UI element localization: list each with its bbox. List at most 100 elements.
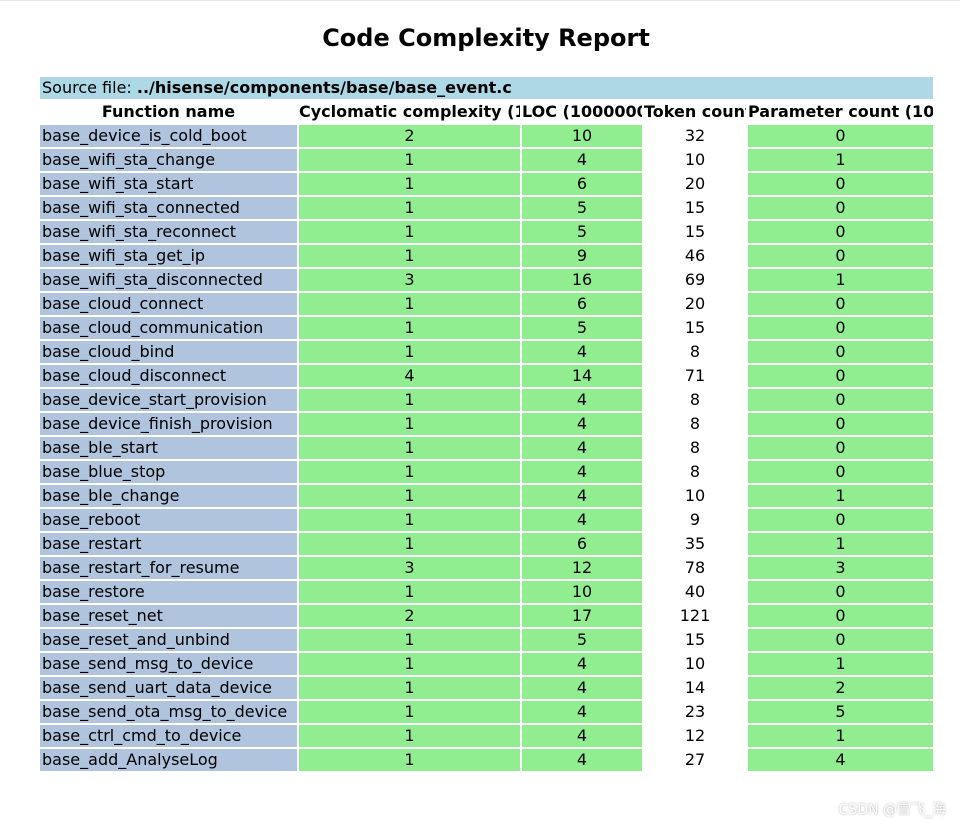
table-row: base_restart_for_resume 3 12 78 3: [40, 557, 934, 579]
cyclomatic-complexity-cell: 2: [299, 125, 520, 147]
loc-cell: 17: [522, 605, 642, 627]
function-name-cell: base_wifi_sta_disconnected: [40, 269, 297, 291]
loc-cell: 4: [522, 701, 642, 723]
cyclomatic-complexity-cell: 1: [299, 701, 520, 723]
cyclomatic-complexity-cell: 1: [299, 149, 520, 171]
function-name-cell: base_ctrl_cmd_to_device: [40, 725, 297, 747]
cyclomatic-complexity-cell: 1: [299, 317, 520, 339]
column-header-function-name: Function name: [40, 101, 297, 123]
cyclomatic-complexity-cell: 1: [299, 677, 520, 699]
table-row: base_device_is_cold_boot 2 10 32 0: [40, 125, 934, 147]
loc-cell: 5: [522, 221, 642, 243]
loc-cell: 6: [522, 173, 642, 195]
function-name-cell: base_cloud_communication: [40, 317, 297, 339]
parameter-count-cell: 0: [748, 389, 934, 411]
table-row: base_send_ota_msg_to_device 1 4 23 5: [40, 701, 934, 723]
cyclomatic-complexity-cell: 1: [299, 629, 520, 651]
cyclomatic-complexity-cell: 1: [299, 437, 520, 459]
function-name-cell: base_reboot: [40, 509, 297, 531]
cyclomatic-complexity-cell: 1: [299, 389, 520, 411]
parameter-count-cell: 0: [748, 245, 934, 267]
token-count-cell: 12: [644, 725, 746, 747]
loc-cell: 5: [522, 197, 642, 219]
loc-cell: 4: [522, 341, 642, 363]
table-row: base_wifi_sta_connected 1 5 15 0: [40, 197, 934, 219]
function-name-cell: base_device_start_provision: [40, 389, 297, 411]
function-name-cell: base_reset_net: [40, 605, 297, 627]
cyclomatic-complexity-cell: 1: [299, 581, 520, 603]
table-row: base_ble_start 1 4 8 0: [40, 437, 934, 459]
token-count-cell: 15: [644, 221, 746, 243]
function-name-cell: base_send_ota_msg_to_device: [40, 701, 297, 723]
report-title: Code Complexity Report: [322, 24, 650, 52]
function-name-cell: base_wifi_sta_change: [40, 149, 297, 171]
loc-cell: 4: [522, 437, 642, 459]
token-count-cell: 69: [644, 269, 746, 291]
loc-cell: 14: [522, 365, 642, 387]
loc-cell: 9: [522, 245, 642, 267]
token-count-cell: 10: [644, 149, 746, 171]
loc-cell: 16: [522, 269, 642, 291]
table-row: base_add_AnalyseLog 1 4 27 4: [40, 749, 934, 771]
loc-cell: 6: [522, 293, 642, 315]
parameter-count-cell: 0: [748, 293, 934, 315]
parameter-count-cell: 1: [748, 485, 934, 507]
function-name-cell: base_send_msg_to_device: [40, 653, 297, 675]
token-count-cell: 9: [644, 509, 746, 531]
parameter-count-cell: 3: [748, 557, 934, 579]
cyclomatic-complexity-cell: 1: [299, 461, 520, 483]
table-row: base_reboot 1 4 9 0: [40, 509, 934, 531]
token-count-cell: 32: [644, 125, 746, 147]
parameter-count-cell: 0: [748, 413, 934, 435]
parameter-count-cell: 1: [748, 149, 934, 171]
cyclomatic-complexity-cell: 1: [299, 485, 520, 507]
cyclomatic-complexity-cell: 1: [299, 533, 520, 555]
function-name-cell: base_cloud_connect: [40, 293, 297, 315]
table-row: base_blue_stop 1 4 8 0: [40, 461, 934, 483]
loc-cell: 6: [522, 533, 642, 555]
parameter-count-cell: 1: [748, 653, 934, 675]
loc-cell: 12: [522, 557, 642, 579]
parameter-count-cell: 0: [748, 605, 934, 627]
function-name-cell: base_cloud_bind: [40, 341, 297, 363]
table-row: base_ctrl_cmd_to_device 1 4 12 1: [40, 725, 934, 747]
cyclomatic-complexity-cell: 1: [299, 221, 520, 243]
table-row: base_device_start_provision 1 4 8 0: [40, 389, 934, 411]
table-row: base_device_finish_provision 1 4 8 0: [40, 413, 934, 435]
function-name-cell: base_wifi_sta_reconnect: [40, 221, 297, 243]
token-count-cell: 14: [644, 677, 746, 699]
function-name-cell: base_device_finish_provision: [40, 413, 297, 435]
function-name-cell: base_cloud_disconnect: [40, 365, 297, 387]
token-count-cell: 121: [644, 605, 746, 627]
token-count-cell: 46: [644, 245, 746, 267]
loc-cell: 4: [522, 749, 642, 771]
column-header-parameter-count: Parameter count (100): [748, 101, 934, 123]
table-row: base_cloud_communication 1 5 15 0: [40, 317, 934, 339]
token-count-cell: 20: [644, 173, 746, 195]
table-row: base_wifi_sta_change 1 4 10 1: [40, 149, 934, 171]
token-count-cell: 10: [644, 653, 746, 675]
cyclomatic-complexity-cell: 2: [299, 605, 520, 627]
csdn-watermark: CSDN @雪飞_海: [838, 802, 946, 818]
parameter-count-cell: 0: [748, 461, 934, 483]
parameter-count-cell: 0: [748, 125, 934, 147]
parameter-count-cell: 1: [748, 725, 934, 747]
token-count-cell: 8: [644, 413, 746, 435]
token-count-cell: 15: [644, 317, 746, 339]
table-row: base_send_msg_to_device 1 4 10 1: [40, 653, 934, 675]
function-name-cell: base_restore: [40, 581, 297, 603]
table-row: base_restore 1 10 40 0: [40, 581, 934, 603]
table-row: base_cloud_disconnect 4 14 71 0: [40, 365, 934, 387]
token-count-cell: 71: [644, 365, 746, 387]
source-file-path: ../hisense/components/base/base_event.c: [136, 78, 512, 97]
loc-cell: 4: [522, 677, 642, 699]
parameter-count-cell: 1: [748, 533, 934, 555]
cyclomatic-complexity-cell: 1: [299, 653, 520, 675]
cyclomatic-complexity-cell: 1: [299, 749, 520, 771]
token-count-cell: 35: [644, 533, 746, 555]
cyclomatic-complexity-cell: 1: [299, 197, 520, 219]
cyclomatic-complexity-cell: 1: [299, 341, 520, 363]
cyclomatic-complexity-cell: 1: [299, 725, 520, 747]
table-row: base_wifi_sta_start 1 6 20 0: [40, 173, 934, 195]
cyclomatic-complexity-cell: 4: [299, 365, 520, 387]
